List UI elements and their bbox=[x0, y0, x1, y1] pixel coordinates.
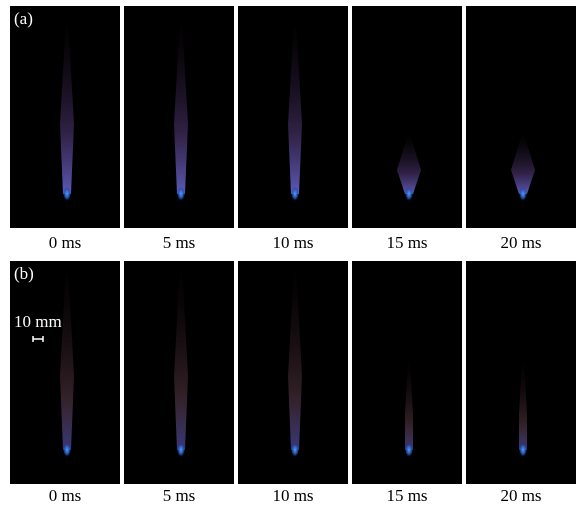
flame-plume bbox=[288, 19, 302, 194]
flame-plume bbox=[405, 360, 413, 450]
flame-plume bbox=[174, 265, 188, 450]
flame-plume bbox=[519, 360, 527, 450]
flame-base bbox=[177, 187, 185, 201]
flame-base bbox=[405, 443, 413, 457]
flame-base bbox=[63, 187, 71, 201]
flame-base bbox=[405, 187, 413, 201]
panel-label: (b) bbox=[14, 264, 34, 283]
time-label: 0 ms bbox=[49, 486, 82, 505]
flame-base bbox=[291, 443, 299, 457]
flame-base bbox=[63, 443, 71, 457]
scale-bar bbox=[32, 336, 44, 342]
time-label: 15 ms bbox=[386, 486, 427, 505]
flame-plume bbox=[397, 134, 421, 194]
panel-label: (a) bbox=[14, 9, 33, 28]
scale-bar-label: 10 mm bbox=[14, 312, 62, 331]
time-label: 5 ms bbox=[163, 486, 196, 505]
flame-base bbox=[177, 443, 185, 457]
flame-base bbox=[291, 187, 299, 201]
flame-plume bbox=[511, 134, 535, 194]
flame-plume bbox=[288, 265, 302, 450]
flame-plume bbox=[60, 265, 74, 450]
time-label: 15 ms bbox=[386, 233, 427, 252]
flame-plume bbox=[174, 19, 188, 194]
flame-plume bbox=[60, 19, 74, 194]
time-label: 5 ms bbox=[163, 233, 196, 252]
flame-base bbox=[519, 187, 527, 201]
time-label: 20 ms bbox=[500, 233, 541, 252]
time-label: 10 ms bbox=[272, 233, 313, 252]
time-label: 10 ms bbox=[272, 486, 313, 505]
flame-base bbox=[519, 443, 527, 457]
time-label: 20 ms bbox=[500, 486, 541, 505]
time-label: 0 ms bbox=[49, 233, 82, 252]
